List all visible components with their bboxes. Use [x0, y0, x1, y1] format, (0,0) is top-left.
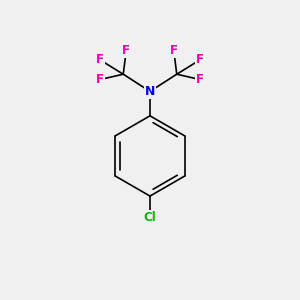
Text: F: F [170, 44, 178, 57]
Text: F: F [96, 53, 104, 66]
Text: F: F [196, 73, 204, 86]
Text: F: F [96, 73, 104, 86]
Text: N: N [145, 85, 155, 98]
Text: F: F [122, 44, 130, 57]
Text: Cl: Cl [144, 211, 156, 224]
Text: F: F [196, 53, 204, 66]
